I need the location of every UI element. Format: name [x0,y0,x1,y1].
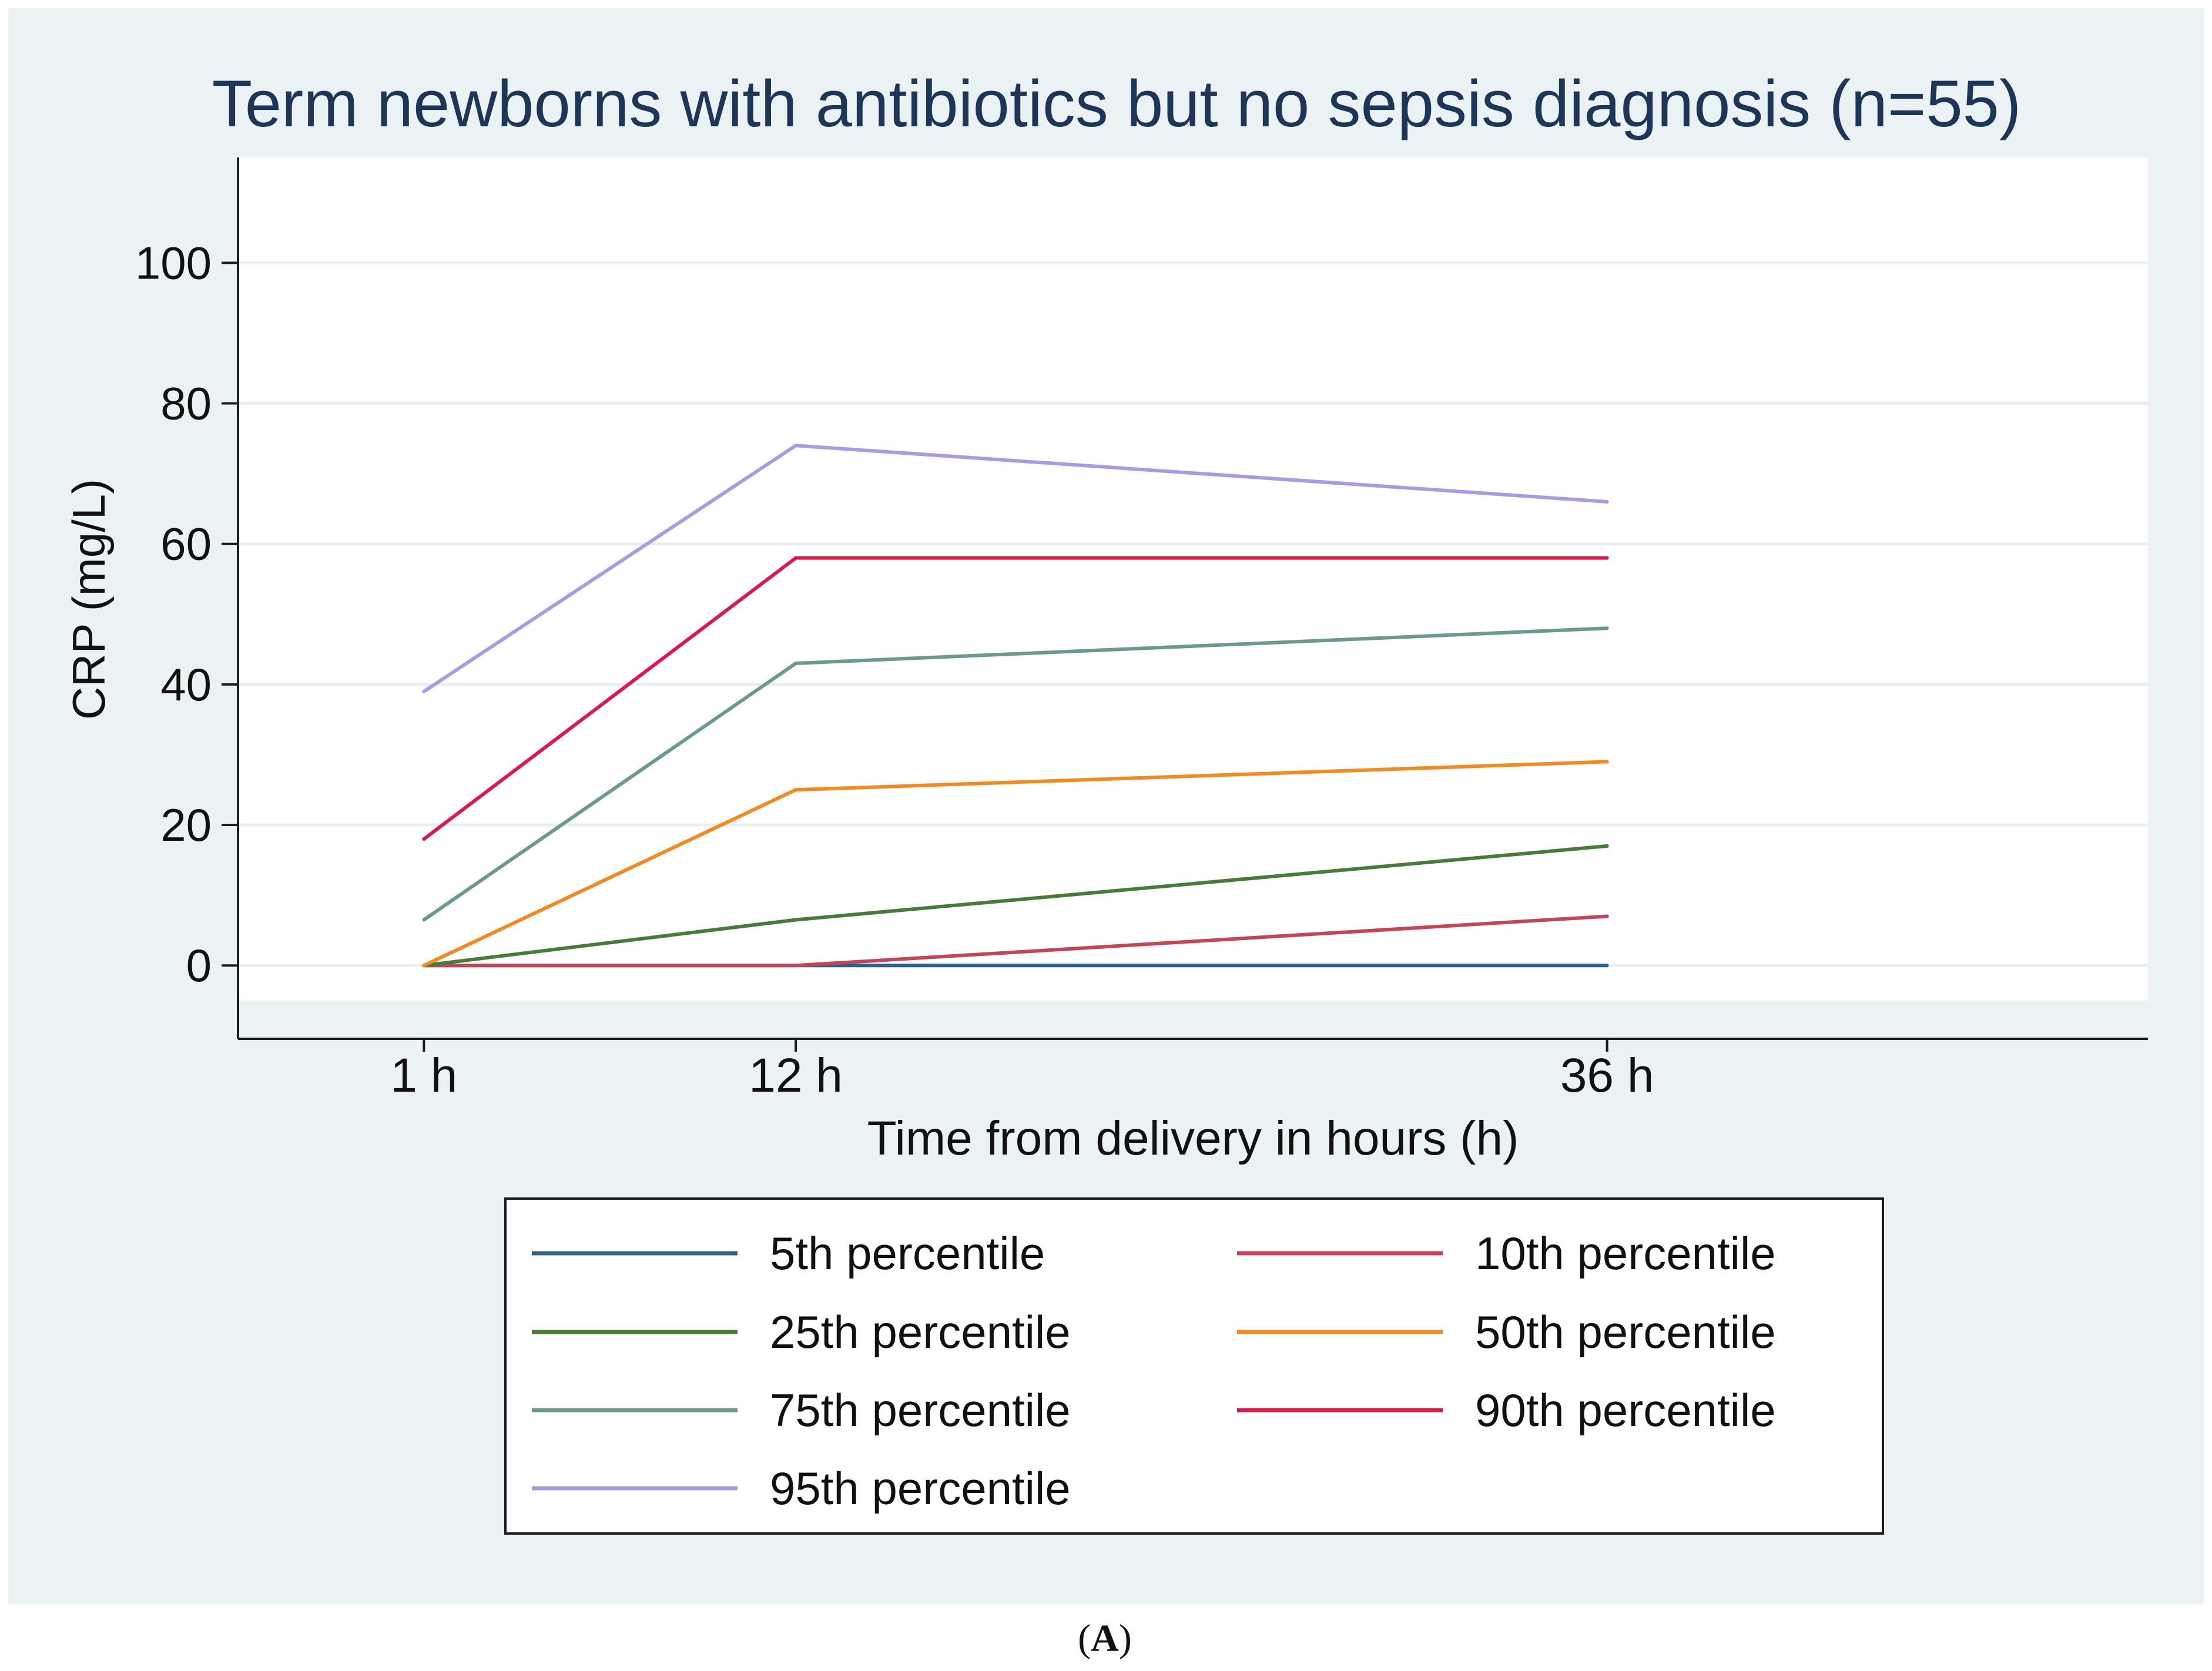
y-tick-label: 60 [160,518,212,570]
y-axis-label: CRP (mg/L) [63,479,115,720]
x-tick-label: 36 h [1560,1049,1654,1102]
series-line [422,556,1609,841]
caption-letter: A [1091,1617,1119,1660]
y-tick-label: 100 [135,237,212,288]
legend-label: 10th percentile [1475,1227,1776,1279]
x-tick-label: 1 h [390,1049,457,1102]
legend-label: 5th percentile [770,1227,1045,1279]
series-line [422,760,1609,968]
y-tick-label: 40 [160,659,212,710]
legend-label: 75th percentile [770,1384,1071,1436]
x-axis-label: Time from delivery in hours (h) [867,1112,1519,1165]
series-line [422,626,1609,922]
caption-close-paren: ) [1119,1617,1132,1660]
legend-label: 90th percentile [1475,1384,1776,1436]
caption-open-paren: ( [1078,1617,1091,1660]
x-axis-ticks: 1 h 12 h 36 h [390,1039,1654,1102]
y-tick-label: 0 [186,939,212,991]
series-line [422,914,1609,968]
y-tick-label: 20 [160,799,212,851]
legend-label: 50th percentile [1475,1306,1776,1358]
legend-label: 25th percentile [770,1306,1071,1358]
chart-title: Term newborns with antibiotics but no se… [212,67,2021,140]
series-line [422,444,1609,693]
figure-caption: (A) [1078,1617,1132,1660]
y-axis-ticks: 0 20 40 60 80 100 [135,237,238,991]
legend-label: 95th percentile [770,1462,1071,1514]
series-lines [422,444,1609,968]
series-line [422,844,1609,968]
y-tick-label: 80 [160,378,212,430]
plot-area [238,157,2148,1001]
x-tick-label: 12 h [749,1049,843,1102]
legend-items: 5th percentile 10th percentile 25th percen… [532,1227,1776,1514]
